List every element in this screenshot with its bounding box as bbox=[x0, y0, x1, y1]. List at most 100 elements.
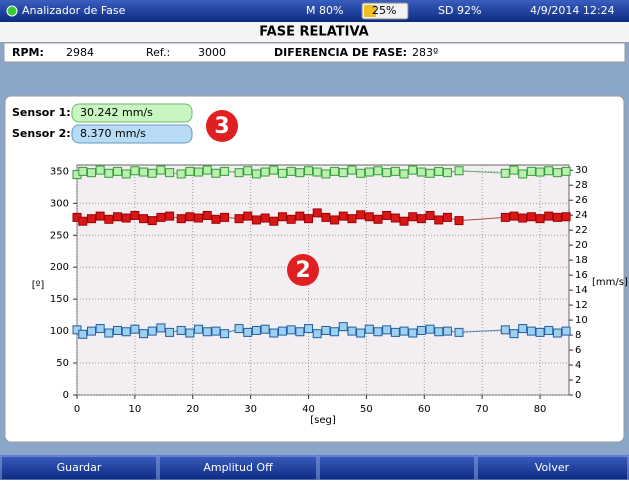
annotation: 2 bbox=[295, 258, 310, 283]
marker bbox=[185, 212, 195, 222]
marker bbox=[364, 212, 374, 222]
marker bbox=[243, 327, 253, 337]
marker bbox=[147, 216, 157, 226]
y2-axis-label: [mm/s] bbox=[592, 277, 628, 288]
y-axis-label: [º] bbox=[32, 280, 45, 291]
marker bbox=[390, 166, 400, 176]
y2-tick-label: 8 bbox=[575, 330, 581, 341]
marker bbox=[104, 214, 114, 224]
marker bbox=[95, 324, 105, 334]
marker bbox=[243, 211, 253, 221]
marker bbox=[434, 327, 444, 337]
marker bbox=[130, 210, 140, 220]
button-bar bbox=[0, 455, 629, 480]
marker bbox=[500, 168, 510, 178]
marker bbox=[95, 165, 105, 175]
button-label: Volver bbox=[535, 461, 570, 474]
datetime: 4/9/2014 12:24 bbox=[530, 4, 615, 17]
sensor-label: Sensor 1: bbox=[12, 106, 71, 119]
marker bbox=[518, 324, 528, 334]
marker bbox=[399, 326, 409, 336]
marker bbox=[202, 327, 212, 337]
button-label: Amplitud Off bbox=[203, 461, 273, 474]
marker bbox=[552, 212, 562, 222]
marker bbox=[364, 324, 374, 334]
marker bbox=[561, 326, 571, 336]
x-tick-label: 50 bbox=[360, 404, 373, 415]
marker bbox=[442, 326, 452, 336]
marker bbox=[544, 211, 554, 221]
marker bbox=[382, 325, 392, 335]
y2-tick-label: 16 bbox=[575, 270, 588, 281]
marker bbox=[147, 326, 157, 336]
marker bbox=[139, 214, 149, 224]
marker bbox=[373, 327, 383, 337]
y-tick-label: 150 bbox=[50, 294, 69, 305]
marker bbox=[373, 214, 383, 224]
marker bbox=[442, 168, 452, 178]
ref-label: Ref.: bbox=[146, 46, 170, 59]
x-tick-label: 0 bbox=[74, 404, 80, 415]
marker bbox=[304, 214, 314, 224]
marker bbox=[330, 166, 340, 176]
y-tick-label: 350 bbox=[50, 166, 69, 177]
marker bbox=[286, 325, 296, 335]
marker bbox=[176, 169, 186, 179]
marker bbox=[434, 166, 444, 176]
marker bbox=[139, 329, 149, 339]
marker bbox=[86, 214, 96, 224]
x-tick-label: 40 bbox=[302, 404, 315, 415]
sensor-value: 8.370 mm/s bbox=[80, 127, 146, 140]
marker bbox=[243, 166, 253, 176]
marker bbox=[518, 213, 528, 223]
sensor-label: Sensor 2: bbox=[12, 127, 71, 140]
marker bbox=[277, 168, 287, 178]
sensor-value: 30.242 mm/s bbox=[80, 106, 153, 119]
battery-level bbox=[364, 5, 376, 17]
marker bbox=[425, 324, 435, 334]
info-row bbox=[3, 42, 626, 63]
x-tick-label: 70 bbox=[476, 404, 489, 415]
marker bbox=[194, 213, 204, 223]
marker bbox=[78, 166, 88, 176]
marker bbox=[251, 325, 261, 335]
marker bbox=[356, 328, 366, 338]
marker bbox=[408, 165, 418, 175]
marker bbox=[86, 168, 96, 178]
marker bbox=[552, 168, 562, 178]
marker bbox=[165, 211, 175, 221]
marker bbox=[260, 167, 270, 177]
y2-tick-label: 28 bbox=[575, 180, 588, 191]
marker bbox=[295, 327, 305, 337]
marker bbox=[260, 213, 270, 223]
marker bbox=[382, 210, 392, 220]
marker bbox=[552, 328, 562, 338]
marker bbox=[176, 325, 186, 335]
marker bbox=[156, 212, 166, 222]
x-tick-label: 60 bbox=[418, 404, 431, 415]
marker bbox=[509, 329, 519, 339]
marker bbox=[526, 326, 536, 336]
y2-tick-label: 26 bbox=[575, 195, 588, 206]
marker bbox=[130, 166, 140, 176]
marker bbox=[416, 214, 426, 224]
marker bbox=[454, 327, 464, 337]
y2-tick-label: 22 bbox=[575, 225, 588, 236]
marker bbox=[269, 216, 279, 226]
x-tick-label: 10 bbox=[129, 404, 142, 415]
marker bbox=[454, 216, 464, 226]
marker bbox=[364, 167, 374, 177]
marker bbox=[113, 212, 123, 222]
marker bbox=[121, 213, 131, 223]
marker bbox=[295, 211, 305, 221]
marker bbox=[156, 323, 166, 333]
marker bbox=[220, 329, 230, 339]
y-tick-label: 300 bbox=[50, 198, 69, 209]
marker bbox=[373, 166, 383, 176]
marker bbox=[399, 216, 409, 226]
marker bbox=[321, 169, 331, 179]
marker bbox=[304, 324, 314, 334]
marker bbox=[347, 326, 357, 336]
marker bbox=[500, 325, 510, 335]
